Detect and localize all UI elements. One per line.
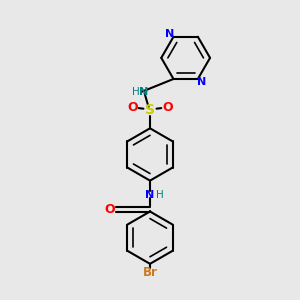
Text: N: N xyxy=(165,29,175,39)
Text: O: O xyxy=(162,101,172,114)
Text: H: H xyxy=(156,190,164,200)
Text: O: O xyxy=(128,101,138,114)
Text: N: N xyxy=(146,190,154,200)
Text: H: H xyxy=(132,87,140,97)
Text: N: N xyxy=(140,87,149,97)
Text: Br: Br xyxy=(142,266,158,279)
Text: N: N xyxy=(197,77,206,87)
Text: S: S xyxy=(145,103,155,117)
Text: O: O xyxy=(105,203,115,216)
